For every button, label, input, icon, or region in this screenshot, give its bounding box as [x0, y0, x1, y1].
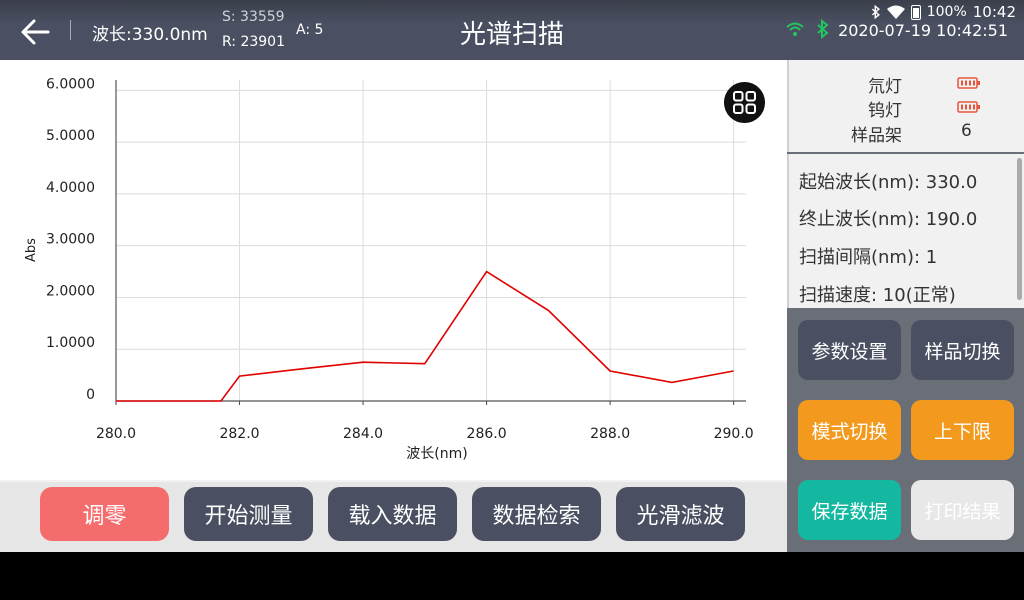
system-tray: 100% 10:42: [871, 2, 1016, 22]
y-tick-label: 0: [86, 387, 95, 403]
deuterium-lamp-row: 氘灯: [789, 72, 1024, 97]
side-panel: 氘灯 钨灯 样品架 6 起始波长(nm):: [787, 60, 1024, 552]
back-arrow-icon[interactable]: [18, 14, 54, 50]
data-search-button[interactable]: 数据检索: [472, 487, 601, 541]
sample-holder-row: 样品架 6: [789, 121, 1024, 146]
header-bar: 波长:330.0nm S: 33559 R: 23901 A: 5 光谱扫描 2…: [0, 0, 1024, 60]
limits-button[interactable]: 上下限: [911, 400, 1014, 460]
x-tick-label: 290.0: [714, 426, 754, 442]
y-tick-label: 3.0000: [46, 232, 95, 248]
param-scan-speed: 扫描速度: 10(正常): [799, 285, 956, 306]
system-status-bar: [0, 0, 1024, 24]
x-tick-label: 282.0: [219, 426, 259, 442]
datetime: 2020-07-19 10:42:51: [838, 21, 1008, 40]
wifi-icon: [786, 22, 804, 36]
params-scrollbar[interactable]: [1017, 158, 1022, 300]
scan-params-list[interactable]: 起始波长(nm): 330.0 终止波长(nm): 190.0 扫描间隔(nm)…: [787, 154, 1024, 308]
lamp-label: 样品架: [851, 126, 902, 146]
app-screen: 波长:330.0nm S: 33559 R: 23901 A: 5 光谱扫描 2…: [0, 0, 1024, 552]
y-axis-label: Abs: [24, 238, 39, 262]
x-tick-label: 286.0: [467, 426, 507, 442]
lamp-label: 钨灯: [868, 101, 902, 121]
lamp-status-panel: 氘灯 钨灯 样品架 6: [787, 60, 1024, 152]
mode-switch-button[interactable]: 模式切换: [798, 400, 901, 460]
bluetooth-icon: [817, 19, 829, 39]
battery-icon: [957, 101, 980, 113]
param-scan-interval: 扫描间隔(nm): 1: [799, 247, 938, 268]
tungsten-lamp-row: 钨灯: [789, 96, 1024, 121]
bluetooth-status-icon: [871, 4, 880, 20]
clock: 10:42: [972, 3, 1016, 21]
save-data-button[interactable]: 保存数据: [798, 480, 901, 540]
x-tick-label: 280.0: [96, 426, 136, 442]
sample-holder-value: 6: [961, 121, 972, 141]
lamp-label: 氘灯: [868, 77, 902, 97]
y-tick-label: 2.0000: [46, 283, 95, 299]
param-settings-button[interactable]: 参数设置: [798, 320, 901, 380]
r-value: R: 23901: [222, 34, 285, 50]
print-result-button[interactable]: 打印结果: [911, 480, 1014, 540]
s-value: S: 33559: [222, 9, 285, 25]
chart-panel: 280.0 282.0 284.0 286.0 288.0 290.0 0 1.0000 2.0…: [0, 60, 787, 480]
battery-status-icon: [910, 4, 921, 20]
grid-view-icon[interactable]: [724, 82, 765, 123]
page-title: 光谱扫描: [459, 20, 564, 50]
load-data-button[interactable]: 载入数据: [328, 487, 457, 541]
y-tick-label: 5.0000: [46, 128, 95, 144]
spectrum-chart[interactable]: 280.0 282.0 284.0 286.0 288.0 290.0 0 1.0000 2.0…: [0, 60, 787, 480]
bottom-action-bar: 调零 开始测量 载入数据 数据检索 光滑滤波: [0, 482, 787, 552]
wifi-status-icon: [886, 5, 905, 19]
header-divider: [70, 20, 71, 40]
start-measure-button[interactable]: 开始测量: [184, 487, 313, 541]
y-tick-label: 4.0000: [46, 180, 95, 196]
wavelength-readout: 波长:330.0nm: [92, 25, 208, 45]
zero-button[interactable]: 调零: [40, 487, 169, 541]
x-axis-label: 波长(nm): [406, 446, 467, 462]
battery-percent: 100%: [926, 4, 967, 20]
param-end-wavelength: 终止波长(nm): 190.0: [799, 209, 978, 230]
sample-switch-button[interactable]: 样品切换: [911, 320, 1014, 380]
spectrum-series-line: [116, 270, 734, 402]
smooth-filter-button[interactable]: 光滑滤波: [616, 487, 745, 541]
a-value: A: 5: [296, 22, 324, 38]
y-tick-label: 6.0000: [46, 76, 95, 92]
y-tick-label: 1.0000: [46, 335, 95, 351]
x-tick-label: 284.0: [343, 426, 383, 442]
x-tick-label: 288.0: [590, 426, 630, 442]
param-start-wavelength: 起始波长(nm): 330.0: [799, 172, 978, 193]
battery-icon: [957, 77, 980, 89]
